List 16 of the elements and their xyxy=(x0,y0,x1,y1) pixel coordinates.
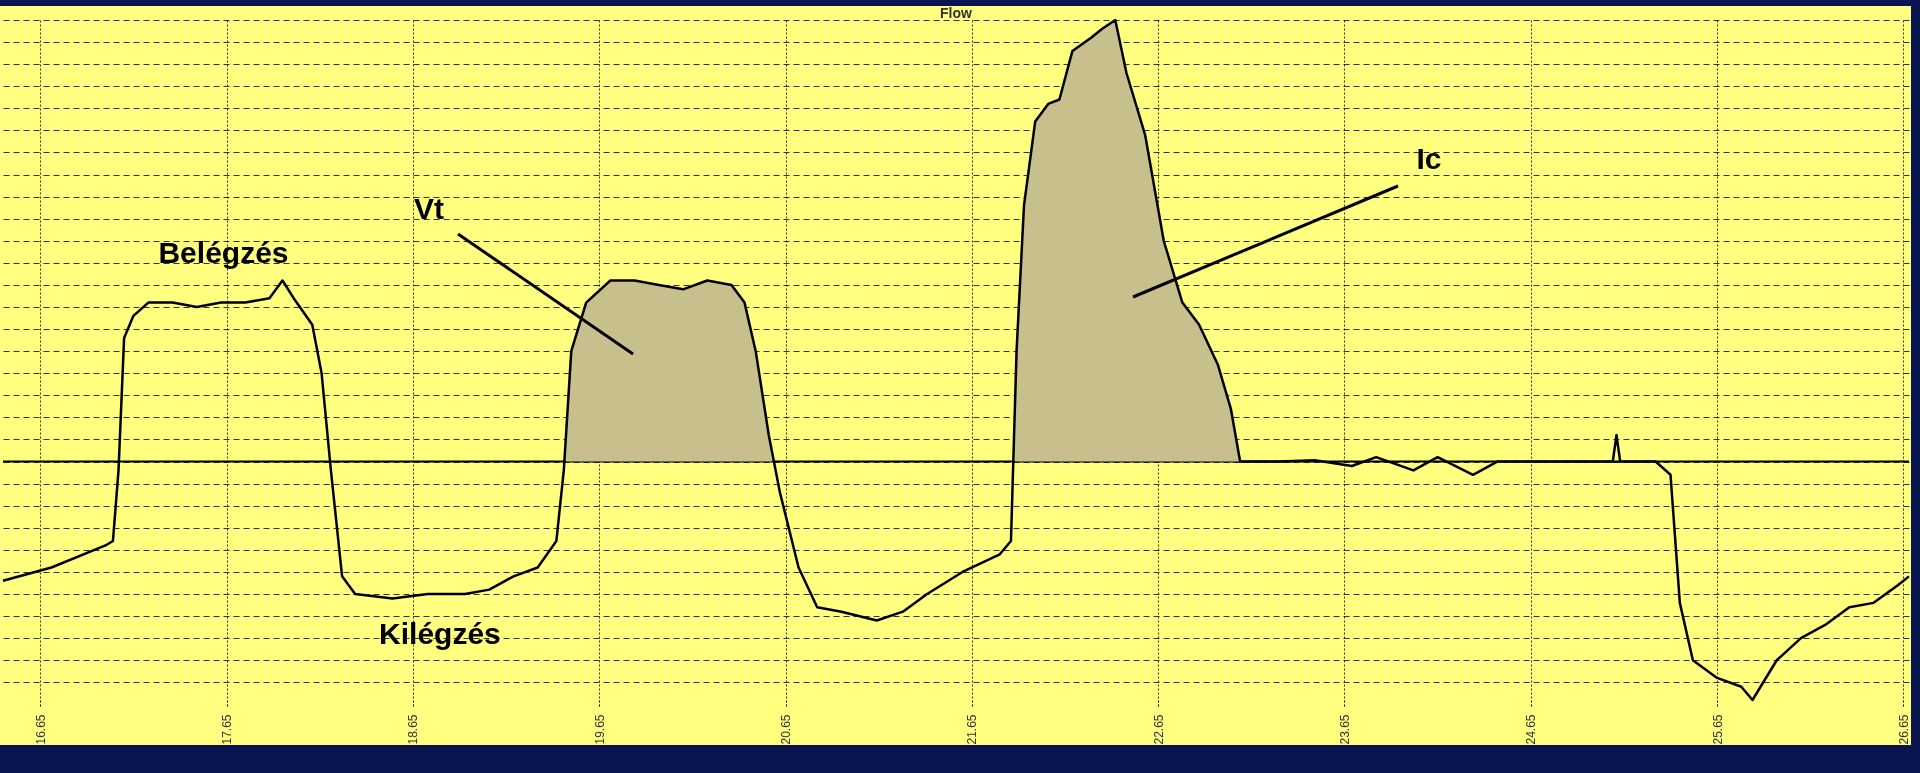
annotation: Vt xyxy=(414,192,445,225)
x-tick-label: 18.65 xyxy=(406,714,421,745)
x-tick-label: 24.65 xyxy=(1524,714,1539,745)
chart-title: Flow xyxy=(940,4,973,21)
x-tick-label: 17.65 xyxy=(220,714,235,745)
annotation: Kilégzés xyxy=(379,617,501,651)
x-tick-label: 16.65 xyxy=(33,714,48,745)
x-tick-label: 20.65 xyxy=(779,714,794,745)
x-tick-label: 22.65 xyxy=(1151,714,1166,745)
x-tick-label: 25.65 xyxy=(1710,714,1725,745)
annotation: Ic xyxy=(1416,142,1442,175)
annotation: Belégzés xyxy=(158,235,289,269)
x-tick-label: 23.65 xyxy=(1337,714,1352,745)
x-tick-label: 21.65 xyxy=(965,714,980,745)
x-tick-label: 19.65 xyxy=(592,714,607,745)
x-tick-label: 26.65 xyxy=(1896,714,1911,745)
